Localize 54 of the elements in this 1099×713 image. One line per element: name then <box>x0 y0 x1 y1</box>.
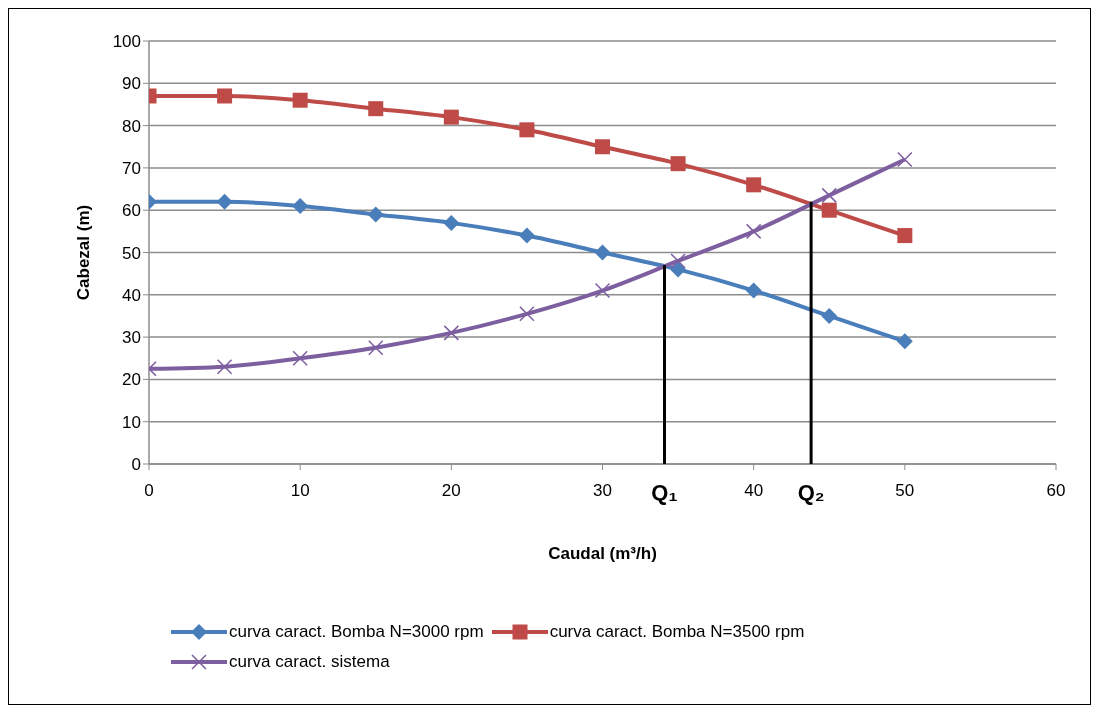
point <box>216 358 233 375</box>
point <box>595 139 610 155</box>
point <box>443 325 460 341</box>
point <box>443 214 460 231</box>
x-tick-label: 50 <box>895 481 915 501</box>
y-tick-label: 50 <box>122 243 141 263</box>
point <box>217 88 233 104</box>
point <box>745 282 762 299</box>
point <box>896 333 913 350</box>
x-tick-label: 10 <box>290 481 310 501</box>
point <box>821 307 838 324</box>
legend-label: curva caract. sistema <box>229 652 390 672</box>
y-tick-label: 60 <box>122 201 141 221</box>
x-tick-label: 30 <box>593 481 612 501</box>
point <box>746 177 762 193</box>
y-tick-label: 80 <box>122 116 141 136</box>
x-axis-title: Caudal (m³/h) <box>548 544 657 563</box>
y-tick-label: 40 <box>122 285 141 305</box>
point <box>897 228 913 244</box>
point <box>368 339 384 356</box>
point <box>292 92 308 108</box>
point <box>367 206 384 223</box>
point <box>519 122 535 138</box>
x-tick-label: 20 <box>441 481 461 501</box>
y-axis-title: Cabezal (m) <box>74 204 93 301</box>
point <box>745 223 762 240</box>
point <box>443 109 459 125</box>
y-tick-label: 10 <box>122 412 141 432</box>
x-tick-label: 0 <box>144 481 154 501</box>
point <box>594 282 611 299</box>
legend-label: curva caract. Bomba N=3500 rpm <box>549 622 805 642</box>
point <box>292 350 308 366</box>
point <box>368 101 384 117</box>
y-tick-label: 70 <box>122 158 141 178</box>
point <box>821 187 837 204</box>
legend-label: curva caract. Bomba N=3000 rpm <box>229 622 484 642</box>
point <box>216 193 233 210</box>
annotation: Q₂ <box>797 480 825 505</box>
annotation: Q₁ <box>651 480 678 505</box>
point <box>594 244 611 261</box>
point <box>670 156 686 172</box>
y-tick-label: 90 <box>122 74 141 94</box>
point <box>897 151 913 168</box>
point <box>821 202 837 218</box>
y-tick-label: 20 <box>122 370 141 390</box>
point <box>518 227 535 244</box>
x-tick-label: 60 <box>1046 481 1066 501</box>
y-tick-label: 0 <box>131 455 141 475</box>
x-tick-label: 40 <box>744 481 764 501</box>
y-tick-label: 30 <box>122 328 141 348</box>
point <box>519 306 535 322</box>
point <box>670 253 686 269</box>
point <box>292 197 309 214</box>
y-tick-label: 100 <box>112 32 141 52</box>
